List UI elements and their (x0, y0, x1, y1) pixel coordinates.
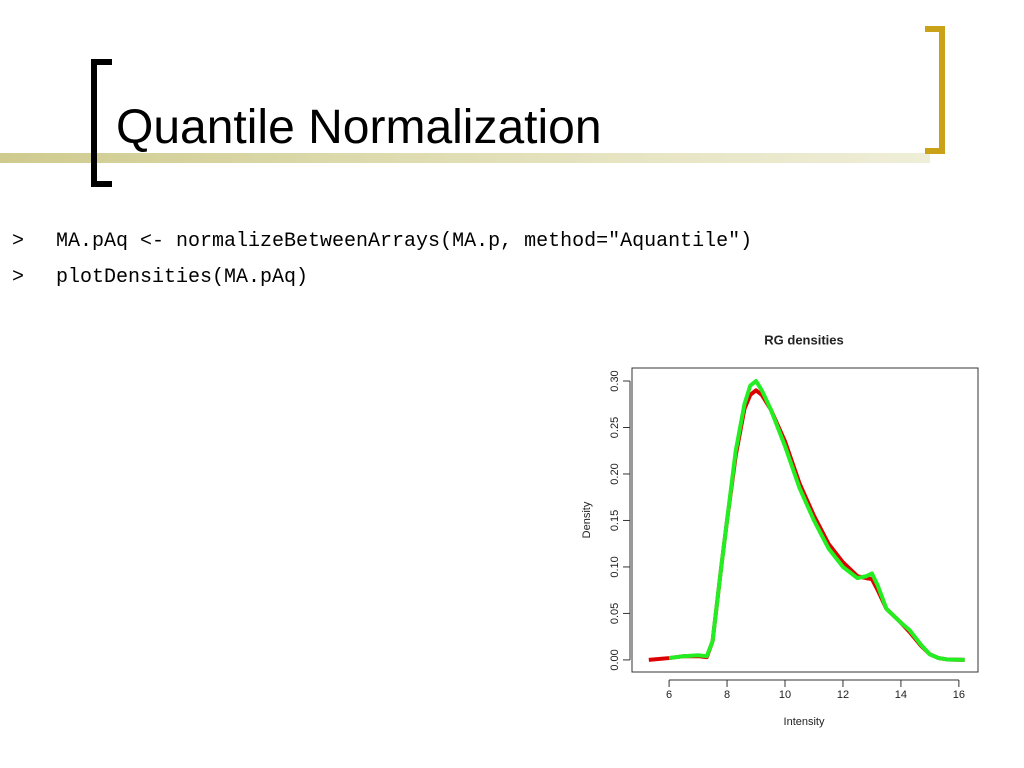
chart-title: RG densities (764, 332, 843, 347)
prompt: > (12, 230, 25, 253)
title-band (0, 153, 930, 163)
y-axis-label: Density (581, 501, 593, 538)
left-bracket (91, 59, 112, 187)
code-text: MA.pAq <- normalizeBetweenArrays(MA.p, m… (56, 230, 753, 253)
y-tick-label: 0.15 (609, 510, 621, 531)
x-tick-label: 8 (724, 689, 730, 701)
x-tick-label: 6 (666, 689, 672, 701)
code-text: plotDensities(MA.pAq) (56, 266, 309, 289)
x-axis-label: Intensity (784, 716, 825, 728)
y-tick-label: 0.05 (609, 603, 621, 624)
x-tick-label: 16 (953, 689, 965, 701)
y-tick-label: 0.00 (609, 649, 621, 670)
x-tick-label: 10 (779, 689, 791, 701)
x-tick-label: 14 (895, 689, 907, 701)
y-tick-label: 0.10 (609, 556, 621, 577)
prompt: > (12, 266, 25, 289)
right-bracket (925, 26, 945, 154)
density-line (648, 388, 965, 662)
code-line: > MA.pAq <- normalizeBetweenArrays(MA.p, … (12, 230, 752, 253)
slide-title: Quantile Normalization (116, 101, 602, 154)
y-tick-label: 0.30 (609, 370, 621, 391)
code-line: > plotDensities(MA.pAq) (12, 266, 308, 289)
y-tick-label: 0.25 (609, 417, 621, 438)
density-line (668, 379, 965, 662)
x-tick-label: 12 (837, 689, 849, 701)
plot-box (631, 367, 979, 673)
y-tick-label: 0.20 (609, 463, 621, 484)
